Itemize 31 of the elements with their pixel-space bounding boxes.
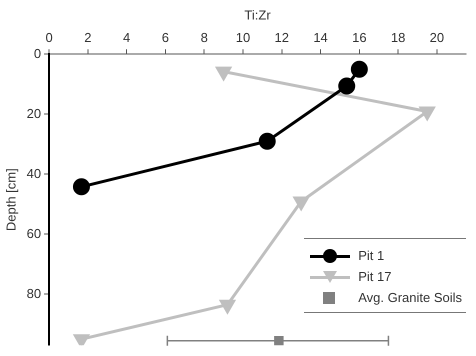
point [258,132,276,150]
legend-label: Pit 1 [358,248,384,264]
point [74,334,90,346]
legend-label: Avg. Granite Soils [358,290,462,306]
point [72,178,90,196]
x-tick-label: 4 [123,30,130,45]
point [216,66,232,80]
x-tick-label: 8 [200,30,208,45]
x-tick-label: 2 [84,30,92,45]
y-tick-label: 20 [26,106,42,121]
x-tick-label: 6 [162,30,170,45]
y-tick-label: 0 [34,46,42,61]
x-tick-label: 12 [274,30,290,45]
x-tick-label: 18 [390,30,406,45]
point [350,60,368,78]
point [338,78,356,94]
y-tick-label: 60 [26,226,42,241]
legend-label: Pit 17 [358,269,392,284]
x-tick-label: 20 [430,30,444,45]
x-tick-label: 16 [352,30,367,45]
y-tick-label: 80 [26,286,42,301]
y-tick-label: 40 [26,166,42,181]
point [420,106,435,120]
point [220,300,236,314]
x-axis-title: Ti:Zr [244,7,272,22]
point [294,196,309,210]
point [274,336,284,346]
x-tick-label: 10 [236,30,250,45]
x-tick-label: 14 [313,30,328,45]
y-axis-title: Depth [cm] [3,168,18,232]
x-tick-label: 0 [45,30,53,45]
